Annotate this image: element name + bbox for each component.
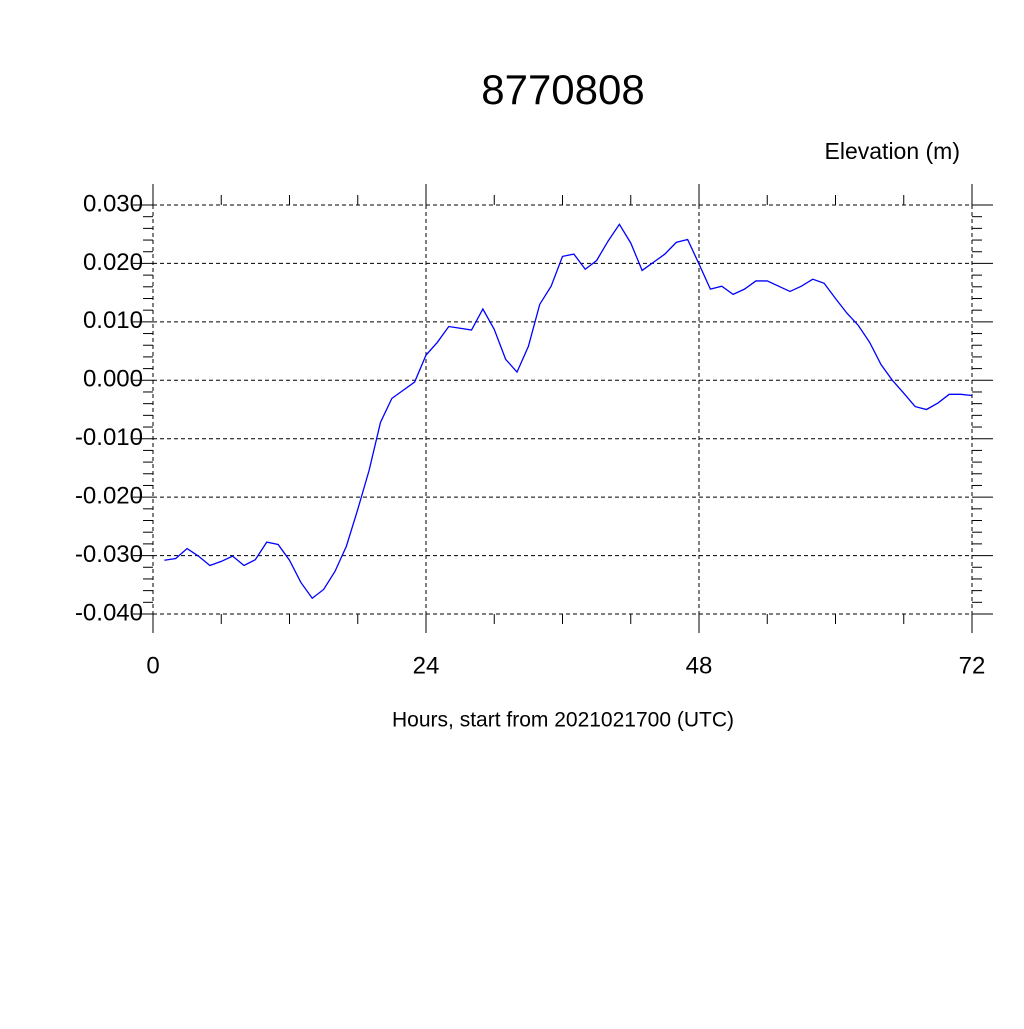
y-tick-label: 0.030 xyxy=(83,190,143,217)
chart-title: 8770808 xyxy=(481,66,645,113)
data-line xyxy=(164,223,973,600)
x-tick-label: 72 xyxy=(959,652,986,679)
y-tick-label: 0.000 xyxy=(83,366,143,393)
x-tick-label: 24 xyxy=(413,652,440,679)
y-tick-label: -0.020 xyxy=(75,482,143,509)
y-tick-label: 0.010 xyxy=(83,307,143,334)
x-tick-label: 48 xyxy=(686,652,713,679)
y-tick-label: -0.030 xyxy=(75,541,143,568)
x-axis-label: Hours, start from 2021021700 (UTC) xyxy=(392,709,734,732)
y-axis-label: Elevation (m) xyxy=(825,138,960,164)
y-tick-label: 0.020 xyxy=(83,249,143,276)
x-tick-label: 0 xyxy=(146,652,159,679)
y-tick-label: -0.040 xyxy=(75,599,143,626)
y-tick-label: -0.010 xyxy=(75,424,143,451)
